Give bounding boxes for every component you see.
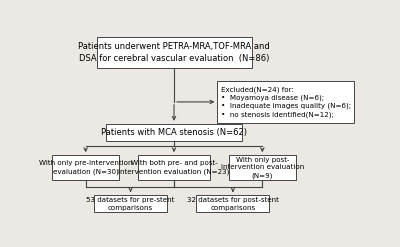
FancyBboxPatch shape bbox=[52, 155, 119, 180]
Text: Patients with MCA stenosis (N=62): Patients with MCA stenosis (N=62) bbox=[101, 128, 247, 137]
Text: 32 datasets for post-stent
comparisons: 32 datasets for post-stent comparisons bbox=[187, 197, 279, 210]
FancyBboxPatch shape bbox=[218, 81, 354, 123]
Text: 53 datasets for pre-stent
comparisons: 53 datasets for pre-stent comparisons bbox=[86, 197, 175, 210]
FancyBboxPatch shape bbox=[96, 37, 252, 68]
Text: Excluded(N=24) for:
•  Moyamoya disease (N=6);
•  Inadequate images quality (N=6: Excluded(N=24) for: • Moyamoya disease (… bbox=[220, 86, 351, 118]
Text: With only pre-intervention
evaluation (N=30): With only pre-intervention evaluation (N… bbox=[39, 160, 132, 175]
FancyBboxPatch shape bbox=[106, 124, 242, 141]
FancyBboxPatch shape bbox=[229, 155, 296, 180]
Text: With both pre- and post-
intervention evaluation (N=23): With both pre- and post- intervention ev… bbox=[118, 160, 230, 175]
FancyBboxPatch shape bbox=[196, 195, 269, 212]
FancyBboxPatch shape bbox=[94, 195, 167, 212]
Text: Patients underwent PETRA-MRA,TOF-MRA and
DSA for cerebral vascular evaluation  (: Patients underwent PETRA-MRA,TOF-MRA and… bbox=[78, 42, 270, 63]
FancyBboxPatch shape bbox=[138, 155, 210, 180]
Text: With only post-
intervention evaluation
(N=9): With only post- intervention evaluation … bbox=[221, 157, 304, 179]
